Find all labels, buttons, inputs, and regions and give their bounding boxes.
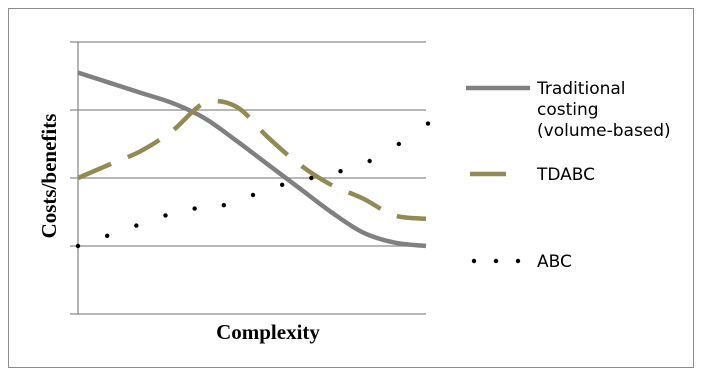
legend-label-0: Traditional costing (volume-based) [536, 79, 671, 141]
legend-label-line: ABC [537, 252, 572, 272]
abc-point-3 [163, 213, 168, 218]
abc-point-7 [279, 182, 285, 187]
abc-point-6 [250, 192, 256, 198]
abc-point-12 [425, 121, 431, 126]
legend-label-1: TDABC [536, 165, 595, 185]
abc-point-0 [75, 243, 81, 249]
traditional-line [77, 70, 427, 249]
x-axis-label: Complexity [216, 320, 320, 344]
abc-point-4 [192, 206, 197, 211]
y-axis-label: Costs/benefits [37, 114, 61, 239]
abc-point-2 [134, 223, 139, 228]
abc-point-5 [221, 203, 227, 208]
series-layer [75, 70, 431, 249]
legend-label-line: TDABC [536, 165, 595, 185]
abc-point-11 [396, 141, 402, 147]
gridlines [70, 41, 426, 315]
legend-label-line: costing [537, 100, 599, 120]
legend-label-2: ABC [537, 252, 572, 272]
legend-abc-dot-2 [515, 258, 521, 264]
tdabc-line [77, 98, 427, 222]
legend-abc-dot-0 [471, 258, 477, 264]
legend-abc-dot-1 [493, 258, 499, 264]
legend-label-line: Traditional [536, 79, 626, 99]
abc-point-10 [367, 158, 372, 164]
abc-point-9 [338, 169, 343, 174]
chart-frame [8, 8, 694, 368]
abc-point-8 [309, 175, 314, 181]
legend: Traditional costing (volume-based) TDABC ABC [466, 79, 671, 272]
legend-label-line: (volume-based) [537, 121, 671, 141]
abc-point-1 [104, 233, 110, 238]
